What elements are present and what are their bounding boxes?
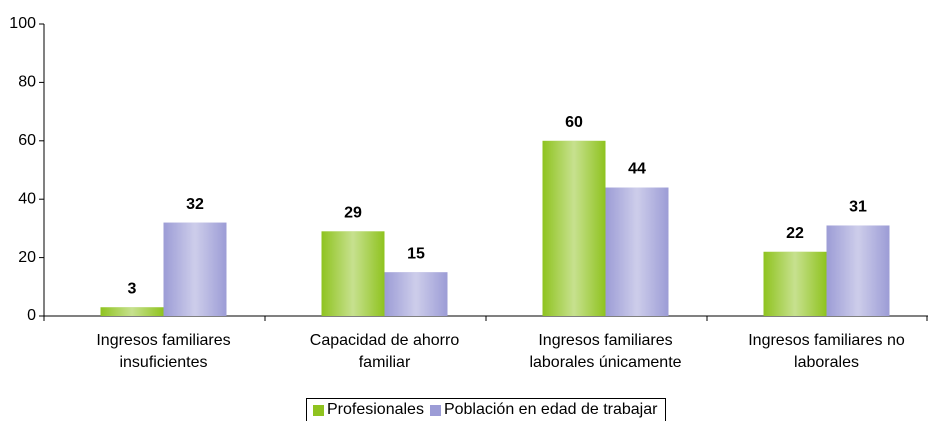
bar-highlight [763, 251, 827, 316]
y-tick-label: 100 [9, 15, 36, 32]
legend: Profesionales Población en edad de trabaj… [306, 398, 667, 421]
bar-highlight [542, 140, 606, 316]
bar-highlight [826, 225, 890, 316]
y-tick-label: 0 [27, 307, 36, 324]
data-label: 44 [628, 161, 646, 178]
bar-highlight [163, 222, 227, 316]
data-label: 60 [565, 114, 583, 131]
legend-label: Población en edad de trabajar [443, 401, 658, 418]
legend-swatch [429, 404, 441, 416]
y-tick-label: 40 [18, 190, 36, 207]
data-label: 15 [407, 245, 425, 262]
data-label: 3 [128, 280, 137, 297]
data-label: 32 [186, 196, 204, 213]
bar-highlight [605, 187, 669, 316]
legend-swatch [313, 404, 324, 416]
legend-item: Profesionales [311, 401, 424, 419]
bar-highlight [384, 272, 448, 316]
x-tick-label: Ingresos familiares no laborales [748, 332, 905, 371]
y-tick-label: 80 [18, 74, 36, 91]
bar-highlight [100, 307, 164, 316]
y-tick-label: 20 [18, 249, 36, 266]
data-label: 22 [786, 225, 804, 242]
y-tick-label: 60 [18, 132, 36, 149]
legend-item: Población en edad de trabajar [428, 401, 658, 419]
data-label: 31 [849, 199, 867, 216]
data-label: 29 [344, 205, 362, 222]
bar-highlight [321, 231, 385, 316]
x-tick-label: Capacidad de ahorro familiar [309, 332, 460, 371]
legend-label: Profesionales [327, 401, 424, 418]
x-tick-label: Ingresos familiares insuficientes [96, 332, 231, 371]
x-tick-label: Ingresos familiares laborales únicamente [529, 332, 682, 371]
